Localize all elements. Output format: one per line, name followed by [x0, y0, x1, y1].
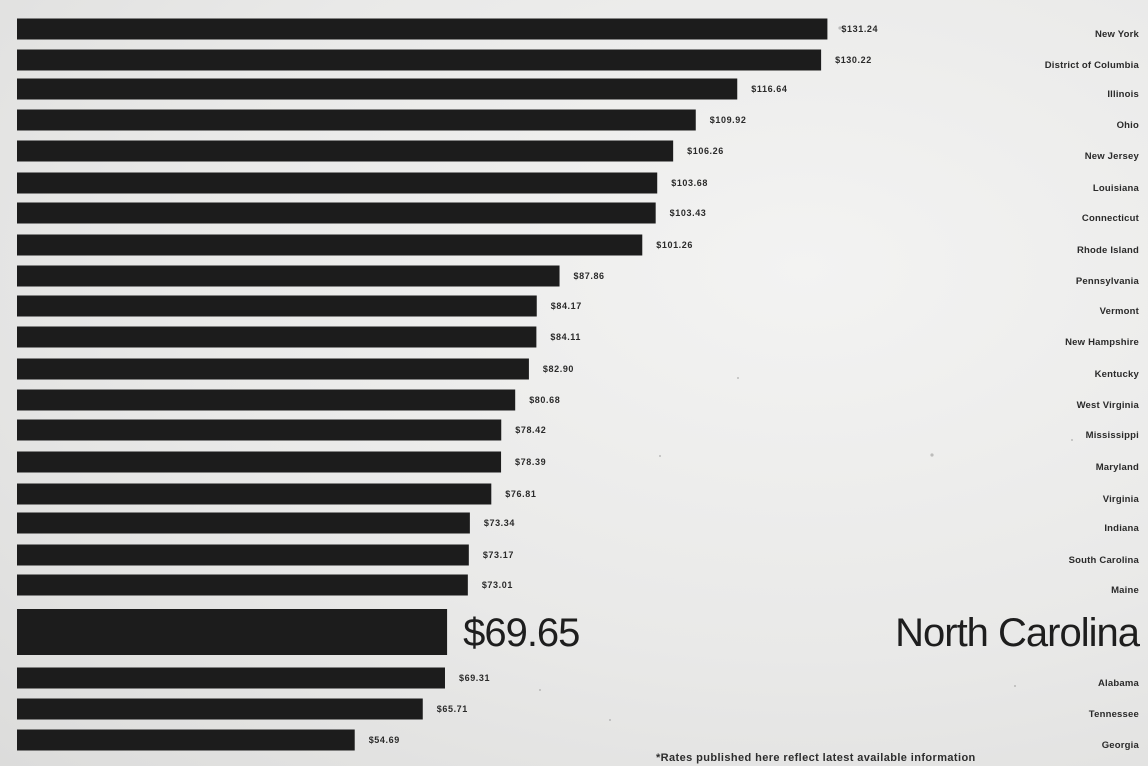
- state-label-west-virginia: West Virginia: [1077, 400, 1140, 411]
- value-label-west-virginia: $80.68: [529, 395, 560, 405]
- speck: [609, 719, 611, 721]
- bar-new-jersey: [17, 140, 674, 162]
- state-label-new-york: New York: [1095, 29, 1140, 40]
- state-label-maine: Maine: [1111, 585, 1139, 596]
- bar-mississippi: [17, 419, 502, 441]
- speck: [1014, 685, 1016, 687]
- bar-ohio: [17, 109, 696, 131]
- bar-indiana: [17, 512, 470, 534]
- bar-connecticut: [17, 202, 656, 224]
- bar-illinois: [17, 78, 738, 100]
- bar-louisiana: [17, 172, 658, 194]
- bar-vermont: [17, 295, 537, 317]
- state-label-virginia: Virginia: [1103, 494, 1140, 505]
- state-label-maryland: Maryland: [1096, 462, 1139, 473]
- value-label-pennsylvania: $87.86: [574, 271, 605, 281]
- state-label-north-carolina: North Carolina: [895, 611, 1141, 655]
- bar-pennsylvania: [17, 265, 560, 287]
- bar-alabama: [17, 667, 445, 689]
- value-label-georgia: $54.69: [369, 735, 400, 745]
- value-label-new-hampshire: $84.11: [550, 332, 581, 342]
- value-label-connecticut: $103.43: [670, 208, 707, 218]
- state-label-georgia: Georgia: [1102, 740, 1140, 751]
- speck: [539, 689, 541, 691]
- bar-tennessee: [17, 698, 423, 720]
- bar-rhode-island: [17, 234, 643, 256]
- value-label-ohio: $109.92: [710, 115, 747, 125]
- bar-north-carolina: [17, 609, 448, 655]
- value-label-tennessee: $65.71: [437, 704, 468, 714]
- value-label-kentucky: $82.90: [543, 364, 574, 374]
- value-label-south-carolina: $73.17: [483, 550, 514, 560]
- bar-kentucky: [17, 358, 529, 380]
- state-label-illinois: Illinois: [1107, 89, 1139, 100]
- value-label-alabama: $69.31: [459, 673, 490, 683]
- state-label-mississippi: Mississippi: [1086, 430, 1139, 441]
- speck: [659, 455, 661, 457]
- value-label-maryland: $78.39: [515, 457, 546, 467]
- bar-west-virginia: [17, 389, 516, 411]
- state-label-alabama: Alabama: [1098, 678, 1140, 689]
- speck: [930, 453, 934, 457]
- bar-maine: [17, 574, 468, 596]
- state-label-connecticut: Connecticut: [1082, 213, 1140, 224]
- bar-new-york: [17, 18, 828, 40]
- speck: [838, 26, 842, 30]
- value-label-indiana: $73.34: [484, 518, 515, 528]
- state-label-rhode-island: Rhode Island: [1077, 245, 1139, 256]
- state-label-tennessee: Tennessee: [1089, 709, 1139, 720]
- bar-new-hampshire: [17, 326, 537, 348]
- value-label-maine: $73.01: [482, 580, 513, 590]
- state-label-new-jersey: New Jersey: [1085, 151, 1140, 162]
- value-label-virginia: $76.81: [505, 489, 536, 499]
- state-label-ohio: Ohio: [1117, 120, 1139, 131]
- value-label-district-of-columbia: $130.22: [835, 55, 872, 65]
- bar-south-carolina: [17, 544, 469, 566]
- state-label-vermont: Vermont: [1100, 306, 1140, 317]
- value-labels-group: $131.24 $130.22 $116.64 $109.92 $106.26 $103.…: [369, 24, 878, 745]
- bar-district-of-columbia: [17, 49, 822, 71]
- state-label-new-hampshire: New Hampshire: [1065, 337, 1139, 348]
- value-label-illinois: $116.64: [751, 84, 787, 94]
- value-label-rhode-island: $101.26: [656, 240, 693, 250]
- state-label-south-carolina: South Carolina: [1069, 555, 1140, 566]
- value-label-north-carolina: $69.65: [463, 611, 579, 655]
- state-label-indiana: Indiana: [1104, 523, 1139, 534]
- state-label-district-of-columbia: District of Columbia: [1045, 60, 1140, 71]
- value-label-new-york: $131.24: [841, 24, 878, 34]
- footnote: *Rates published here reflect latest ava…: [656, 752, 976, 764]
- bar-maryland: [17, 451, 502, 473]
- bar-georgia: [17, 729, 355, 751]
- value-label-mississippi: $78.42: [515, 425, 546, 435]
- state-label-kentucky: Kentucky: [1095, 369, 1140, 380]
- value-label-new-jersey: $106.26: [687, 146, 724, 156]
- speck: [1071, 439, 1073, 441]
- state-label-pennsylvania: Pennsylvania: [1076, 276, 1140, 287]
- state-labels-group: New York District of Columbia Illinois Ohio…: [895, 29, 1142, 751]
- value-label-louisiana: $103.68: [671, 178, 708, 188]
- state-label-louisiana: Louisiana: [1093, 183, 1140, 194]
- bars-group: [17, 18, 828, 751]
- speck: [737, 377, 739, 379]
- bar-virginia: [17, 483, 492, 505]
- value-label-vermont: $84.17: [551, 301, 582, 311]
